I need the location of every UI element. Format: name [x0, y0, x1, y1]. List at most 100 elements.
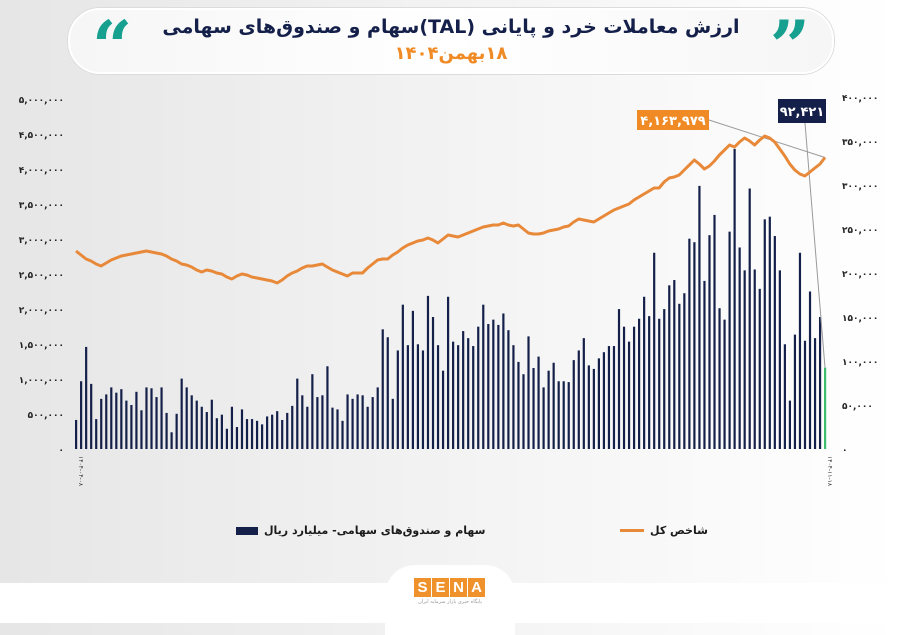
bar	[75, 419, 78, 449]
bar	[457, 345, 460, 449]
bar	[502, 313, 505, 449]
bar	[587, 365, 590, 449]
bar	[225, 428, 229, 449]
bar	[703, 280, 706, 449]
bar	[783, 344, 786, 449]
bar	[638, 318, 641, 449]
bar	[110, 387, 113, 449]
bar	[361, 395, 364, 449]
bar	[542, 387, 545, 449]
bar	[753, 269, 756, 449]
bar	[552, 362, 555, 449]
bar	[120, 389, 123, 449]
left-tick-label: ۲,۰۰۰,۰۰۰	[19, 306, 64, 316]
bar	[718, 308, 721, 449]
bar	[175, 413, 178, 449]
legend-bars: سهام و صندوق‌های سهامی- میلیارد ریال	[236, 524, 485, 537]
bar	[130, 405, 133, 449]
left-tick-label: ۱,۵۰۰,۰۰۰	[19, 341, 64, 351]
bar	[512, 345, 515, 449]
right-tick-label: ۳۰۰,۰۰۰	[842, 182, 878, 192]
bar	[220, 414, 223, 449]
right-tick-label: ۲۰۰,۰۰۰	[842, 270, 878, 280]
bar	[165, 412, 168, 449]
bar	[145, 387, 148, 449]
bar	[733, 148, 736, 450]
logo-letter: E	[432, 578, 449, 597]
bar	[728, 231, 731, 449]
title-banner: “ ارزش معاملات خرد و پایانی (TAL)سهام و …	[68, 8, 834, 82]
bar	[713, 214, 716, 449]
bar	[497, 324, 500, 449]
bar	[452, 341, 455, 449]
bar	[683, 293, 686, 449]
legend-line-label: شاخص کل	[650, 524, 708, 537]
bar	[195, 400, 198, 449]
left-tick-label: ۱,۰۰۰,۰۰۰	[19, 376, 64, 386]
bar	[411, 310, 414, 449]
bar	[125, 400, 128, 449]
bar	[597, 358, 600, 449]
index-callout-leader	[708, 119, 826, 158]
bar	[487, 324, 490, 449]
bar	[326, 366, 329, 449]
right-tick-label: ۰	[842, 446, 848, 456]
bar	[371, 397, 374, 449]
bar	[276, 411, 279, 449]
bar	[663, 309, 666, 449]
bar	[230, 406, 234, 449]
bar	[482, 304, 485, 449]
bar	[100, 398, 103, 449]
right-tick-label: ۳۵۰,۰۰۰	[842, 138, 878, 148]
bar	[386, 337, 389, 449]
right-tick-label: ۵۰,۰۰۰	[842, 402, 873, 412]
bar	[507, 330, 510, 449]
bar	[522, 374, 525, 449]
bar	[245, 419, 249, 449]
x-axis: ۱۴۰۴-۰۴-۰۸ ۱۴۰۴-۱۱-۱۸	[77, 456, 833, 487]
bar	[698, 185, 701, 449]
legend-line: شاخص کل	[620, 524, 708, 537]
logo-letter: N	[450, 578, 467, 597]
bar	[768, 216, 771, 449]
bar	[693, 242, 696, 449]
index-line	[75, 134, 827, 285]
bar	[472, 346, 475, 449]
bar	[240, 409, 244, 449]
bar	[105, 394, 108, 449]
bar	[788, 400, 792, 449]
bar	[441, 370, 445, 449]
bar	[592, 368, 595, 449]
bar	[602, 352, 606, 449]
bar	[421, 350, 425, 449]
bar	[622, 326, 626, 449]
legend-bars-label: سهام و صندوق‌های سهامی- میلیارد ریال	[264, 524, 486, 537]
bar	[653, 252, 656, 449]
right-axis: ۰ ۵۰,۰۰۰ ۱۰۰,۰۰۰ ۱۵۰,۰۰۰ ۲۰۰,۰۰۰ ۲۵۰,۰۰۰ ۳۰۰,۰…	[842, 94, 878, 456]
bar	[281, 419, 284, 449]
bar	[170, 432, 173, 449]
value-callout-text: ۹۲,۴۲۱	[780, 105, 825, 120]
bar	[286, 412, 289, 449]
bar	[311, 374, 314, 449]
bar	[190, 395, 193, 449]
bar	[803, 340, 807, 449]
bar	[341, 420, 344, 449]
logo-letter: A	[468, 578, 485, 597]
left-tick-label: ۳,۵۰۰,۰۰۰	[19, 201, 64, 211]
bar	[401, 304, 404, 449]
bar	[824, 367, 827, 449]
bar	[366, 406, 369, 449]
sena-logo: S E N A	[414, 578, 485, 597]
bar	[658, 318, 661, 449]
bar	[150, 388, 153, 449]
bar	[85, 346, 88, 449]
bar	[808, 291, 812, 449]
bar	[708, 235, 711, 449]
chart-title: ارزش معاملات خرد و پایانی (TAL)سهام و صن…	[162, 16, 740, 38]
bar	[793, 334, 797, 449]
bar	[532, 368, 535, 449]
legend-bars-swatch	[236, 526, 258, 535]
bar	[95, 419, 98, 449]
left-tick-label: ۵,۰۰۰,۰۰۰	[19, 96, 64, 106]
